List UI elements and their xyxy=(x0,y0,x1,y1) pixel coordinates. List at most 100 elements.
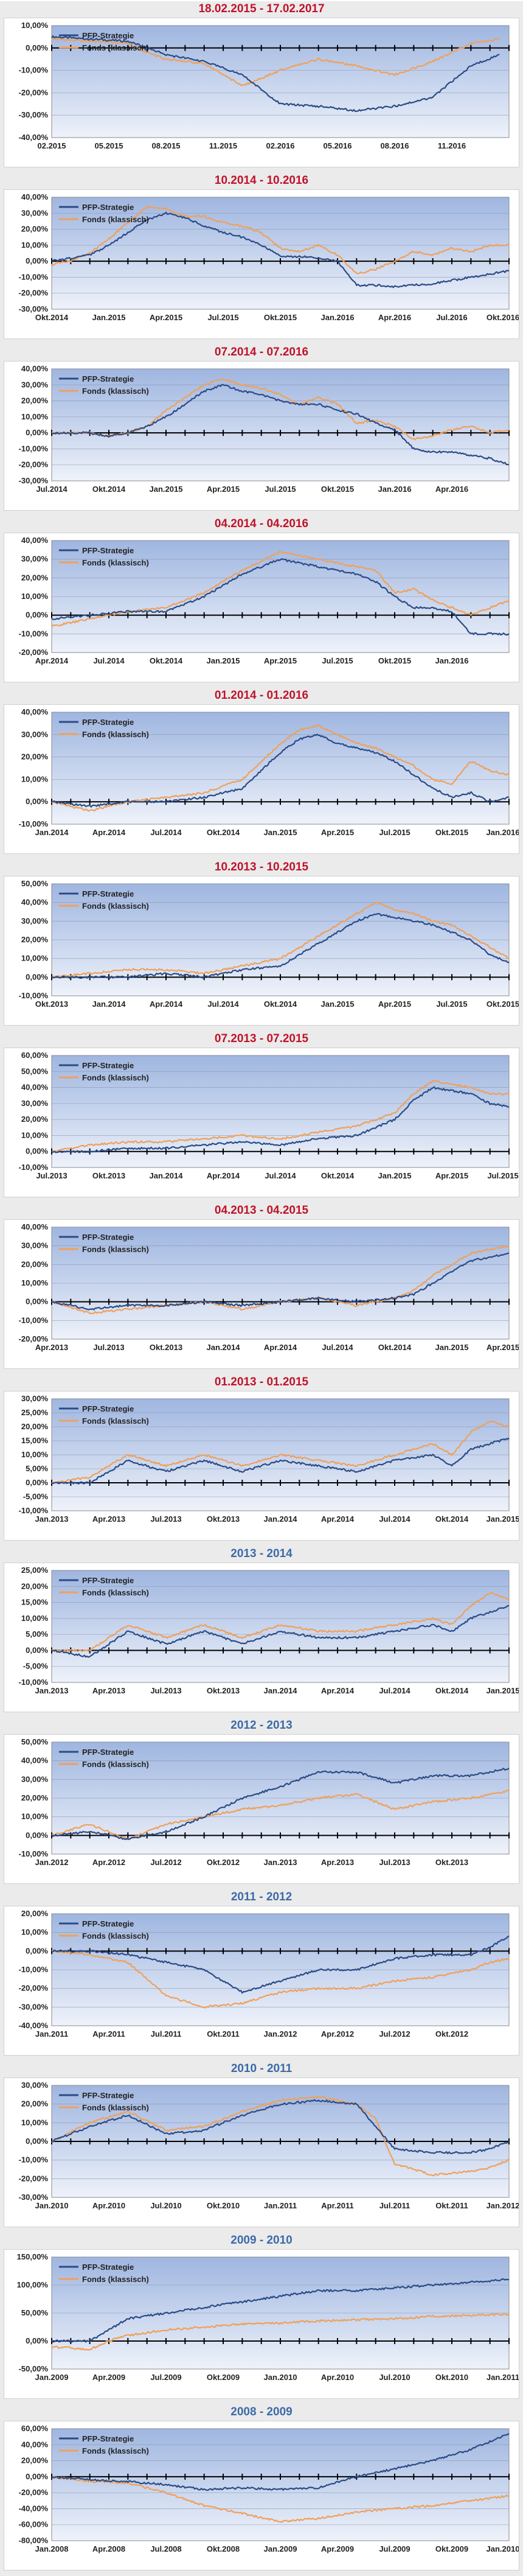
y-tick-label: 0,00% xyxy=(26,428,48,437)
y-tick-label: -10,00% xyxy=(19,1506,49,1515)
y-tick-label: -30,00% xyxy=(19,110,49,119)
legend-label-fund: Fonds (klassisch) xyxy=(82,387,149,396)
y-tick-label: -20,00% xyxy=(19,289,49,298)
legend-label-strategy: PFP-Strategie xyxy=(82,31,134,40)
chart-svg: 50,00% 40,00% 30,00% 20,00% 10,00% 0,00% -10,0… xyxy=(19,879,519,1009)
x-tick-label: Jan.2016 xyxy=(435,656,469,665)
legend-label-fund: Fonds (klassisch) xyxy=(82,1588,149,1597)
chart-panel: 2013 - 2014 25,00% 20,00% 15,00% 10,00% 5,00%… xyxy=(0,1546,523,1718)
y-tick-label: 40,00% xyxy=(21,898,49,907)
x-tick-label: Jan.2016 xyxy=(378,485,412,494)
x-tick-label: Apr.2014 xyxy=(321,1686,355,1695)
chart-title: 01.2013 - 01.2015 xyxy=(214,1376,309,1388)
y-tick-label: 10,00% xyxy=(21,1278,49,1287)
y-tick-label: 20,00% xyxy=(21,1115,49,1124)
x-tick-label: Jan.2014 xyxy=(207,1343,241,1352)
x-tick-label: Apr.2014 xyxy=(150,999,183,1009)
x-tick-label: 05.2015 xyxy=(95,141,123,150)
legend-label-fund: Fonds (klassisch) xyxy=(82,215,149,224)
x-tick-label: Okt.2011 xyxy=(207,2029,240,2039)
chart-svg: 25,00% 20,00% 15,00% 10,00% 5,00% 0,00% -5,00%… xyxy=(19,1566,519,1695)
chart-svg: 40,00% 30,00% 20,00% 10,00% 0,00% -10,00% -20,… xyxy=(19,1222,519,1352)
x-tick-label: Jan.2011 xyxy=(487,2373,519,2382)
y-tick-label: 20,00% xyxy=(21,752,49,761)
series-line-fund xyxy=(51,1080,510,1153)
y-tick-label: 40,00% xyxy=(21,1083,49,1092)
x-tick-label: Jan.2015 xyxy=(207,656,240,665)
chart-frame: 40,00% 30,00% 20,00% 10,00% 0,00% -10,00% -20,… xyxy=(4,533,519,682)
x-tick-label: Jan.2011 xyxy=(35,2029,68,2039)
y-tick-label: 20,00% xyxy=(21,2099,49,2109)
y-tick-label: 15,00% xyxy=(21,1436,49,1445)
y-tick-label: 30,00% xyxy=(21,208,49,217)
x-tick-label: Jul.2014 xyxy=(150,828,182,837)
legend-label-strategy: PFP-Strategie xyxy=(82,2434,134,2443)
chart-frame: 40,00% 30,00% 20,00% 10,00% 0,00% -10,00% -20,… xyxy=(4,361,519,511)
chart-panel: 04.2013 - 04.2015 40,00% 30,00% 20,00% 10,00… xyxy=(0,1203,523,1374)
series-line-fund xyxy=(51,206,510,275)
y-tick-label: -20,00% xyxy=(19,88,49,97)
chart-title: 2013 - 2014 xyxy=(230,1547,293,1560)
x-tick-label: Jan.2014 xyxy=(150,1171,184,1180)
y-tick-label: 20,00% xyxy=(21,1422,49,1431)
y-tick-label: 0,00% xyxy=(26,972,48,981)
y-tick-label: 20,00% xyxy=(21,2456,49,2465)
y-tick-label: 25,00% xyxy=(21,1408,49,1417)
y-tick-label: 20,00% xyxy=(21,573,49,582)
y-tick-label: -30,00% xyxy=(19,2002,49,2011)
chart-panel: 2010 - 2011 30,00% 20,00% 10,00% 0,00% -10,00… xyxy=(0,2061,523,2233)
y-tick-label: 10,00% xyxy=(21,1130,49,1139)
series-line-strategy xyxy=(51,1437,510,1485)
series-line-fund xyxy=(51,550,510,628)
x-tick-label: Jul.2009 xyxy=(150,2373,181,2382)
chart-frame: 60,00% 40,00% 20,00% 0,00% -20,00% -40,00% -60… xyxy=(4,2421,519,2571)
x-tick-label: Jan.2014 xyxy=(264,1514,298,1524)
x-tick-label: Jul.2014 xyxy=(36,485,68,494)
x-tick-label: Okt.2015 xyxy=(378,656,411,665)
x-tick-label: Jan.2012 xyxy=(35,1858,69,1867)
chart-svg: 20,00% 10,00% 0,00% -10,00% -20,00% -30,00% -4… xyxy=(19,1909,510,2039)
chart-svg: 40,00% 30,00% 20,00% 10,00% 0,00% -10,00% -20,… xyxy=(19,536,510,665)
x-tick-label: Okt.2014 xyxy=(264,999,297,1009)
y-tick-label: 0,00% xyxy=(26,43,48,52)
chart-frame: 50,00% 40,00% 30,00% 20,00% 10,00% 0,00% -10,0… xyxy=(4,876,519,1026)
chart-frame: 30,00% 25,00% 20,00% 15,00% 10,00% 5,00% 0,00%… xyxy=(4,1391,519,1541)
x-tick-label: Okt.2014 xyxy=(435,1514,469,1524)
x-tick-label: Jul.2013 xyxy=(150,1686,181,1695)
y-tick-label: -10,00% xyxy=(19,444,49,453)
y-tick-label: 50,00% xyxy=(21,879,49,888)
y-tick-label: -20,00% xyxy=(19,2488,49,2497)
x-tick-label: Jul.2012 xyxy=(150,1858,181,1867)
x-tick-label: 08.2016 xyxy=(381,141,409,150)
y-tick-label: -5,00% xyxy=(23,1662,49,1671)
y-tick-label: 10,00% xyxy=(21,954,49,963)
x-tick-label: Jul.2008 xyxy=(150,2544,181,2553)
y-tick-label: 30,00% xyxy=(21,2081,49,2090)
legend-label-fund: Fonds (klassisch) xyxy=(82,901,149,911)
chart-panel: 2012 - 2013 50,00% 40,00% 30,00% 20,00% 10,00… xyxy=(0,1718,523,1889)
x-tick-label: Jan.2015 xyxy=(92,313,126,322)
series-line-strategy xyxy=(51,1935,510,1994)
x-tick-label: Apr.2010 xyxy=(321,2373,354,2382)
x-tick-label: Okt.2008 xyxy=(207,2544,240,2553)
x-tick-label: Jan.2014 xyxy=(264,1686,298,1695)
y-tick-label: 30,00% xyxy=(21,1774,49,1783)
y-tick-label: -10,00% xyxy=(19,819,49,828)
y-tick-label: 10,00% xyxy=(21,21,49,30)
y-tick-label: -20,00% xyxy=(19,460,49,469)
x-tick-label: Apr.2016 xyxy=(435,485,468,494)
x-tick-label: Jan.2010 xyxy=(264,2373,297,2382)
chart-panel: 04.2014 - 04.2016 40,00% 30,00% 20,00% 10,00… xyxy=(0,516,523,688)
x-tick-label: 11.2016 xyxy=(438,141,466,150)
x-tick-label: Apr.2012 xyxy=(321,2029,354,2039)
legend-label-fund: Fonds (klassisch) xyxy=(82,43,149,52)
x-tick-label: Jan.2012 xyxy=(487,2201,519,2210)
x-tick-label: Apr.2009 xyxy=(321,2544,354,2553)
y-tick-label: 15,00% xyxy=(21,1598,49,1607)
y-tick-label: 0,00% xyxy=(26,611,48,620)
chart-svg: 60,00% 50,00% 40,00% 30,00% 20,00% 10,00% 0,00… xyxy=(19,1051,519,1180)
y-tick-label: 20,00% xyxy=(21,225,49,234)
x-tick-label: Jan.2013 xyxy=(264,1858,297,1867)
x-tick-label: 08.2015 xyxy=(152,141,181,150)
x-tick-label: Apr.2015 xyxy=(150,313,182,322)
